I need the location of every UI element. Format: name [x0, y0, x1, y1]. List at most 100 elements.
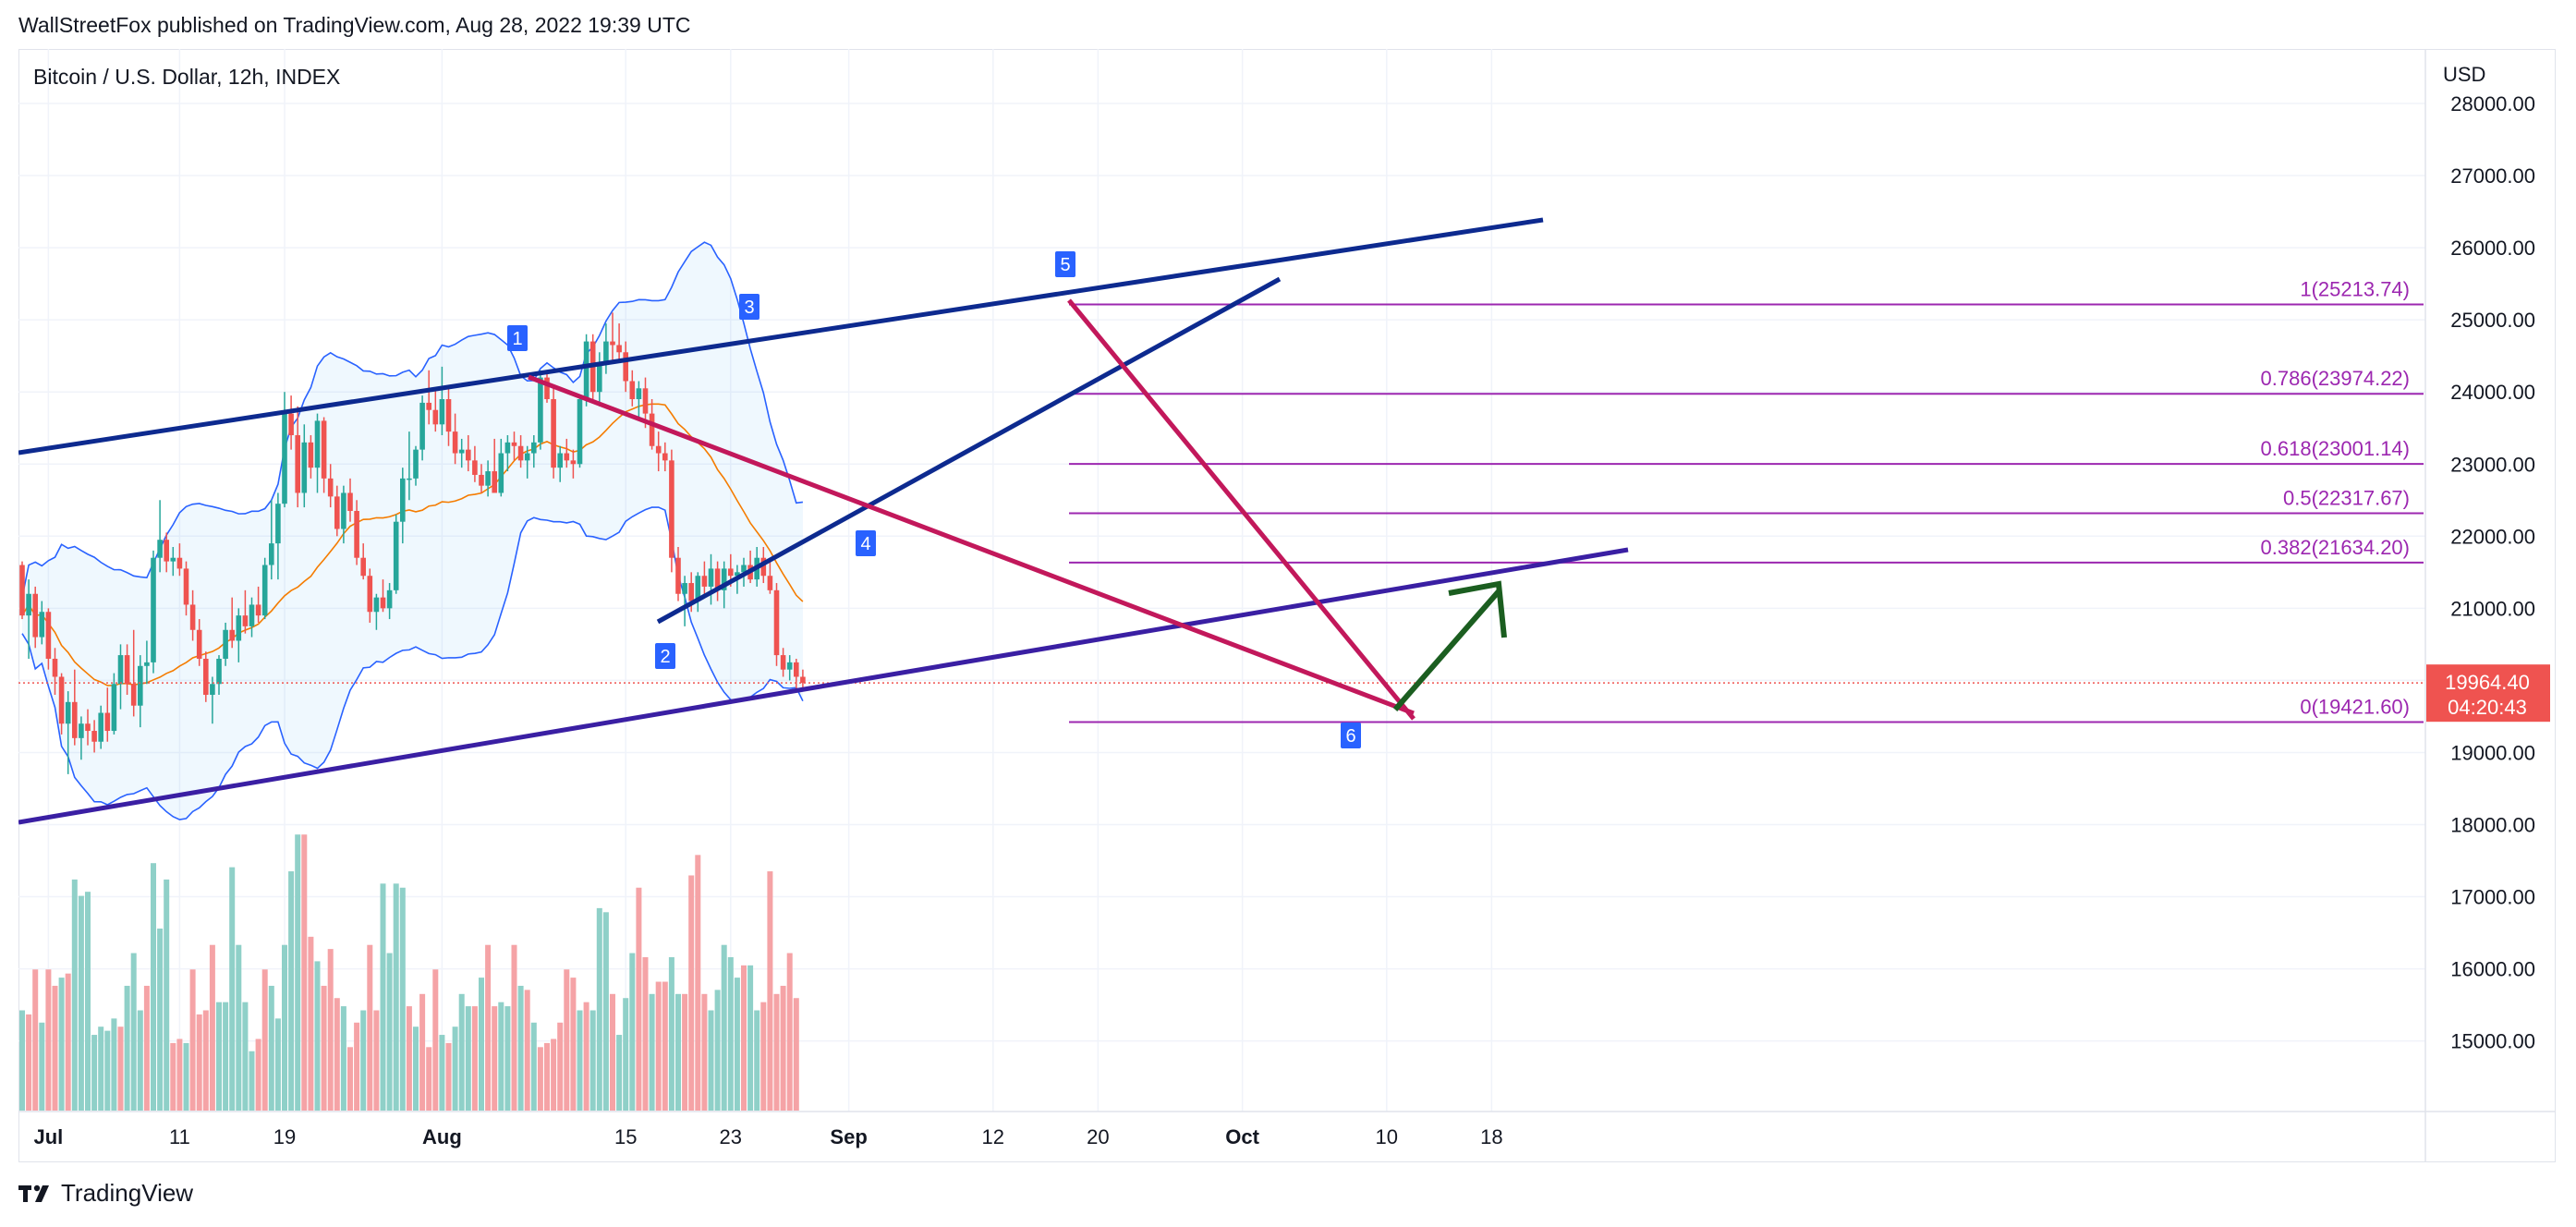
- volume-bar: [419, 993, 426, 1111]
- volume-bar: [19, 1010, 25, 1111]
- time-axis-tick: 15: [614, 1125, 637, 1148]
- symbol-title: Bitcoin / U.S. Dollar, 12h, INDEX: [33, 65, 341, 89]
- volume-bar: [445, 1042, 452, 1111]
- volume-bar: [583, 1002, 589, 1111]
- candle-body: [282, 413, 287, 504]
- volume-bar: [380, 883, 386, 1111]
- volume-bar: [321, 985, 327, 1111]
- candle-body: [196, 629, 202, 659]
- volume-bar: [623, 998, 629, 1111]
- candle-body: [275, 504, 281, 544]
- candle-body: [714, 568, 721, 590]
- candle-body: [98, 712, 103, 742]
- volume-bar: [117, 1027, 124, 1111]
- forecast-arrow-head: [1448, 580, 1507, 638]
- volume-bar: [511, 944, 517, 1111]
- candle-body: [629, 381, 636, 400]
- volume-bar: [668, 956, 674, 1111]
- volume-bar: [202, 1010, 209, 1111]
- candle-body: [176, 557, 183, 569]
- tradingview-logo-icon: [18, 1184, 49, 1202]
- candle-body: [570, 460, 577, 465]
- volume-bar: [492, 1006, 498, 1111]
- volume-bar: [439, 1035, 445, 1111]
- candle-body: [314, 420, 321, 468]
- price-axis-unit: USD: [2443, 63, 2485, 86]
- candle-body: [511, 442, 517, 446]
- volume-bar: [327, 949, 334, 1111]
- wave-label-text: 5: [1060, 255, 1070, 275]
- volume-bar: [143, 985, 150, 1111]
- candle-body: [347, 492, 353, 511]
- candle-body: [623, 352, 628, 382]
- time-axis-tick: 23: [720, 1125, 742, 1148]
- time-axis-tick: Oct: [1225, 1125, 1259, 1148]
- volume-bar: [655, 981, 662, 1111]
- volume-bar: [32, 969, 39, 1111]
- volume-bar: [485, 944, 492, 1111]
- volume-bar: [58, 978, 65, 1111]
- fib-level-label: 0.618(23001.14): [2261, 437, 2410, 460]
- candle-body: [400, 478, 406, 522]
- candle-body: [551, 399, 556, 468]
- volume-bar: [773, 993, 780, 1111]
- volume-bar: [367, 944, 373, 1111]
- fib-level-label: 0.5(22317.67): [2283, 487, 2410, 510]
- candle-body: [65, 701, 71, 724]
- volume-bar: [124, 985, 130, 1111]
- candle-body: [367, 576, 373, 613]
- volume-bar: [701, 993, 708, 1111]
- wave-label-text: 6: [1345, 726, 1355, 747]
- volume-bar: [714, 990, 721, 1111]
- candle-body: [308, 442, 314, 468]
- candle-body: [741, 565, 747, 573]
- volume-bar: [570, 978, 577, 1111]
- volume-bar: [386, 953, 393, 1111]
- volume-bar: [602, 912, 609, 1111]
- candle-body: [321, 420, 327, 479]
- volume-bar: [708, 1010, 714, 1111]
- volume-bar: [242, 1002, 249, 1111]
- candle-body: [373, 597, 380, 613]
- candle-body: [354, 510, 359, 558]
- candle-body: [216, 658, 222, 685]
- candle-body: [498, 453, 504, 493]
- volume-bar: [308, 936, 314, 1111]
- candle-body: [504, 442, 511, 454]
- candle-body: [79, 723, 84, 738]
- volume-bar: [551, 1039, 557, 1111]
- candle-body: [164, 540, 169, 562]
- volume-bar: [288, 871, 295, 1111]
- candle-body: [786, 662, 793, 670]
- candle-body: [773, 589, 780, 656]
- time-axis-tick: 12: [982, 1125, 1004, 1148]
- volume-bar: [721, 944, 727, 1111]
- fib-level-label: 0(19421.60): [2300, 696, 2410, 719]
- volume-bar: [498, 1002, 504, 1111]
- candle-body: [669, 460, 674, 558]
- last-price-value: 19964.40: [2445, 671, 2530, 694]
- price-axis-tick: 15000.00: [2450, 1030, 2535, 1053]
- candle-body: [261, 565, 268, 616]
- candle-body: [301, 442, 308, 493]
- volume-bar: [649, 993, 655, 1111]
- volume-bar: [432, 969, 439, 1111]
- volume-bar: [314, 961, 321, 1111]
- wave-label-box: [655, 643, 675, 669]
- fib-level-label: 0.786(23974.22): [2261, 367, 2410, 390]
- candle-body: [223, 629, 228, 659]
- candle-body: [760, 557, 767, 577]
- volume-bar: [354, 1022, 360, 1111]
- volume-bar: [85, 892, 91, 1111]
- candle-body: [426, 402, 431, 410]
- volume-bar: [642, 956, 649, 1111]
- footer-brand[interactable]: TradingView: [18, 1179, 193, 1208]
- volume-bar: [39, 1022, 45, 1111]
- volume-bar: [157, 929, 164, 1111]
- volume-bar: [104, 1030, 111, 1111]
- candle-body: [616, 345, 622, 353]
- candle-body: [564, 453, 570, 461]
- volume-bar: [616, 1035, 623, 1111]
- candle-body: [603, 341, 609, 363]
